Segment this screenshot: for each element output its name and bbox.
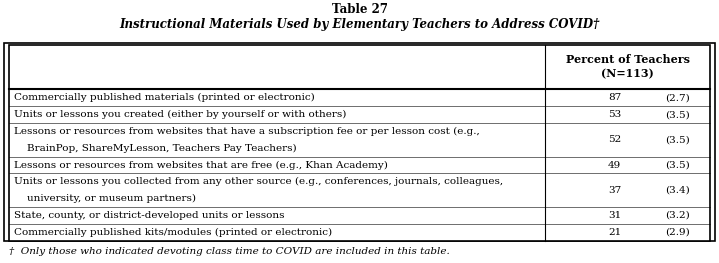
Text: State, county, or district-developed units or lessons: State, county, or district-developed uni… [14,211,285,220]
Bar [4,43,715,241]
Text: Units or lessons you created (either by yourself or with others): Units or lessons you created (either by … [14,110,347,119]
Text: Units or lessons you collected from any other source (e.g., conferences, journal: Units or lessons you collected from any … [14,177,503,186]
Text: 49: 49 [608,160,621,170]
Text: Percent of Teachers: Percent of Teachers [566,54,690,65]
Text: 37: 37 [608,186,621,195]
Text: (3.2): (3.2) [665,211,690,220]
Text: Table 27: Table 27 [331,3,388,16]
Text: (2.7): (2.7) [665,93,690,102]
Text: BrainPop, ShareMyLesson, Teachers Pay Teachers): BrainPop, ShareMyLesson, Teachers Pay Te… [14,144,297,153]
Text: Lessons or resources from websites that are free (e.g., Khan Academy): Lessons or resources from websites that … [14,160,388,170]
Text: (3.5): (3.5) [665,135,690,144]
Text: Lessons or resources from websites that have a subscription fee or per lesson co: Lessons or resources from websites that … [14,127,480,136]
Text: (3.5): (3.5) [665,110,690,119]
Text: 87: 87 [608,93,621,102]
Text: (3.5): (3.5) [665,160,690,170]
Text: †  Only those who indicated devoting class time to COVID are included in this ta: † Only those who indicated devoting clas… [9,247,449,256]
Text: Instructional Materials Used by Elementary Teachers to Address COVID†: Instructional Materials Used by Elementa… [119,18,600,31]
Text: Commercially published kits/modules (printed or electronic): Commercially published kits/modules (pri… [14,228,332,237]
Text: (2.9): (2.9) [665,228,690,237]
Text: (3.4): (3.4) [665,186,690,195]
Text: Commercially published materials (printed or electronic): Commercially published materials (printe… [14,93,315,102]
Text: university, or museum partners): university, or museum partners) [14,194,196,203]
Text: 31: 31 [608,211,621,220]
Text: 52: 52 [608,135,621,144]
Text: 21: 21 [608,228,621,237]
Bar [9,45,710,241]
Text: (N=113): (N=113) [601,68,654,79]
Text: 53: 53 [608,110,621,119]
